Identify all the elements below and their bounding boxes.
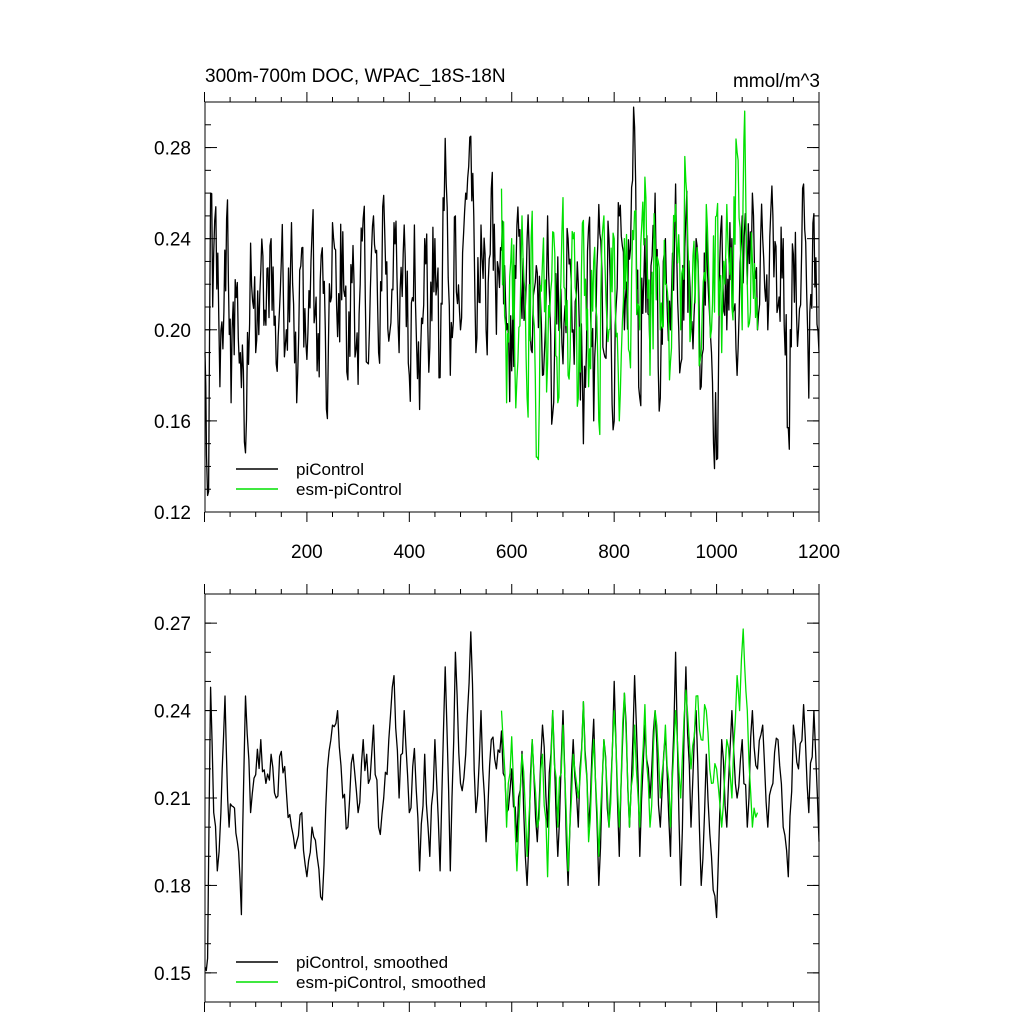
series-group-bottom bbox=[204, 628, 820, 972]
y-tick-label: 0.12 bbox=[154, 503, 191, 524]
x-tick-label: 400 bbox=[393, 542, 425, 563]
x-tick-label: 1000 bbox=[695, 542, 737, 563]
series-line-1 bbox=[204, 106, 820, 497]
y-tick-label: 0.24 bbox=[154, 702, 191, 723]
y-tick-label: 0.16 bbox=[154, 412, 191, 433]
series-line-2 bbox=[500, 628, 759, 878]
x-tick-label: 800 bbox=[598, 542, 630, 563]
x-tick-label: 600 bbox=[496, 542, 528, 563]
y-tick-label: 0.15 bbox=[154, 964, 191, 985]
series-group-top bbox=[204, 106, 820, 497]
y-tick-label: 0.28 bbox=[154, 139, 191, 160]
series-line-1 bbox=[204, 631, 820, 972]
chart-bottom: 0.15 0.18 0.21 0.24 0.27 piControl, smoothed… bbox=[154, 584, 820, 1012]
y-tick-label: 0.27 bbox=[154, 614, 191, 635]
x-tick-label: 200 bbox=[291, 542, 323, 563]
legend-label: esm-piControl bbox=[296, 480, 402, 499]
series-line-2 bbox=[500, 110, 759, 461]
y-tick-label: 0.20 bbox=[154, 321, 191, 342]
y-tick-label: 0.24 bbox=[154, 230, 191, 251]
legend-label: esm-piControl, smoothed bbox=[296, 973, 486, 992]
chart-top: 300m-700m DOC, WPAC_18S-18N mmol/m^3 0.1… bbox=[154, 66, 840, 563]
x-tick-label: 1200 bbox=[798, 542, 840, 563]
chart-units: mmol/m^3 bbox=[733, 71, 820, 92]
legend-label: piControl, smoothed bbox=[296, 953, 448, 972]
y-tick-label: 0.21 bbox=[154, 789, 191, 810]
y-tick-label: 0.18 bbox=[154, 876, 191, 897]
ticks-top: 0.12 0.16 0.20 0.24 0.28 200 400 600 800 1000 1200 bbox=[154, 92, 840, 563]
plot-frame-bottom bbox=[204, 593, 820, 1003]
ticks-bottom: 0.15 0.18 0.21 0.24 0.27 bbox=[154, 584, 820, 1012]
chart-title: 300m-700m DOC, WPAC_18S-18N bbox=[205, 66, 506, 87]
legend-label: piControl bbox=[296, 460, 364, 479]
